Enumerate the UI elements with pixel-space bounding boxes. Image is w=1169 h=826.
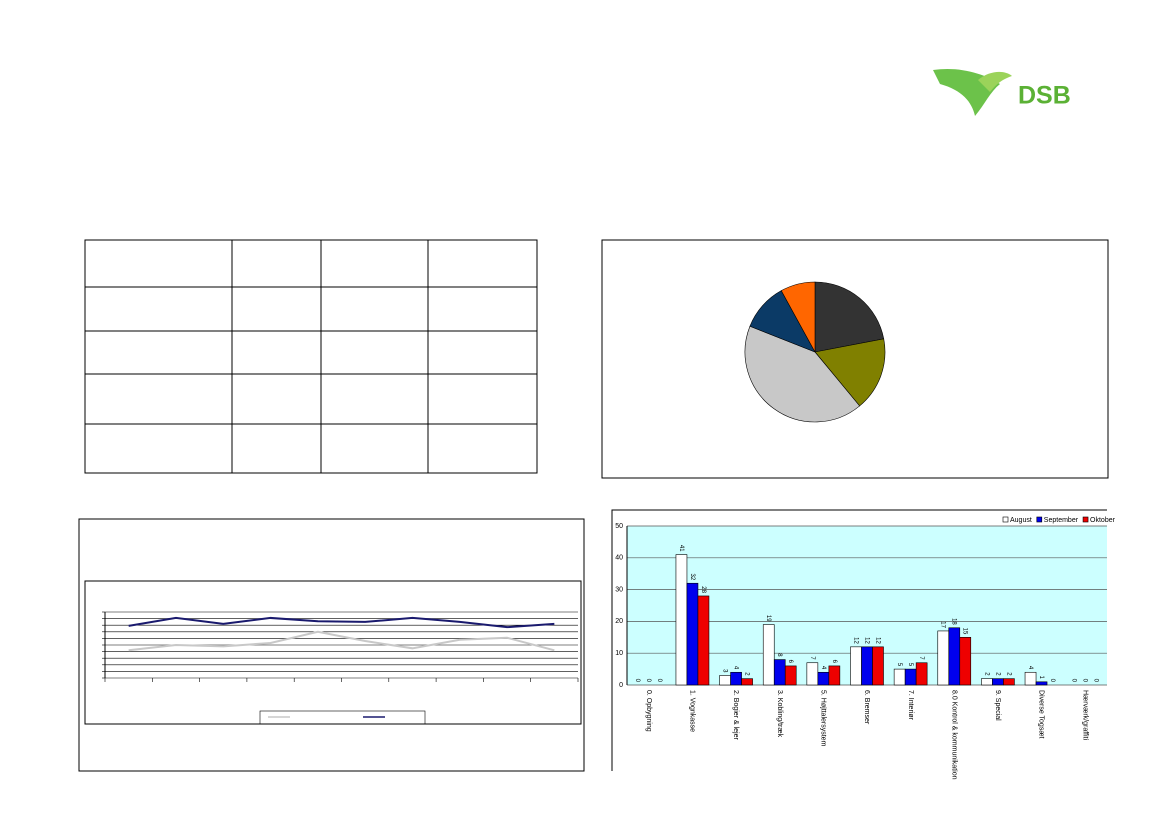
- legend-label: Oktober: [1090, 517, 1116, 524]
- bar-value-label: 1: [1038, 675, 1044, 679]
- bar-value-label: 0: [656, 679, 662, 683]
- y-tick-label: 40: [615, 555, 623, 562]
- bar: [904, 668, 917, 686]
- bar-frame: [611, 509, 1107, 771]
- bar-value-label: 7: [918, 656, 924, 660]
- legend-box: [259, 710, 426, 725]
- bar-value-label: 5: [907, 663, 913, 667]
- bar-value-label: 28: [700, 586, 706, 593]
- bar: [817, 671, 830, 686]
- y-tick-label: 30: [615, 586, 623, 593]
- bar-value-label: 4: [733, 666, 739, 670]
- y-tick-label: 10: [615, 650, 623, 657]
- bar: [675, 554, 688, 686]
- bar-value-label: 19: [765, 615, 771, 622]
- y-tick-label: 20: [615, 618, 623, 625]
- x-tick-label: Diverse Togsæt: [1038, 690, 1045, 739]
- line-series: [128, 630, 555, 652]
- bar-value-label: 2: [1005, 672, 1011, 676]
- legend-swatch: [1002, 516, 1009, 523]
- bar-value-label: 41: [678, 545, 684, 552]
- pie-slice: [780, 281, 816, 353]
- bar: [1035, 681, 1048, 686]
- bar-value-label: 15: [962, 628, 968, 635]
- bar-value-label: 2: [994, 672, 1000, 676]
- bar-value-label: 12: [874, 637, 880, 644]
- bar-value-label: 5: [896, 663, 902, 667]
- bar-value-label: 0: [1049, 679, 1055, 683]
- bar-value-label: 0: [1071, 679, 1077, 683]
- line-series: [128, 616, 555, 629]
- x-tick-label: 6. Bremser: [863, 690, 870, 725]
- logo-text: DSB: [1018, 82, 1071, 110]
- bar-value-label: 4: [1027, 666, 1033, 670]
- bar-value-label: 0: [1082, 679, 1088, 683]
- pie-slice: [744, 325, 861, 423]
- x-tick-label: 2. Bogier & lejer: [732, 690, 739, 740]
- bar-value-label: 4: [820, 666, 826, 670]
- bar: [893, 668, 906, 686]
- line-inner-frame: [84, 580, 582, 725]
- pie-frame: [601, 239, 1109, 479]
- bar-value-label: 32: [689, 574, 695, 581]
- x-tick-label: 7. Interiør: [907, 690, 914, 721]
- bar: [959, 636, 972, 686]
- bar-value-label: 0: [1093, 679, 1099, 683]
- bar: [730, 671, 742, 686]
- empty-table: [84, 239, 538, 474]
- line-frame: [78, 518, 585, 772]
- bar-value-label: 0: [645, 679, 651, 683]
- bar-value-label: 2: [983, 672, 989, 676]
- bar: [762, 624, 775, 686]
- bar-value-label: 7: [809, 656, 815, 660]
- x-tick-label: 5. Højttalersystem: [820, 690, 827, 747]
- pie-slice: [814, 338, 886, 407]
- bar: [784, 665, 797, 686]
- bar: [1024, 671, 1037, 686]
- bar: [1003, 678, 1015, 686]
- bar-value-label: 18: [951, 618, 957, 625]
- bar: [937, 630, 950, 686]
- bar-value-label: 17: [940, 621, 946, 628]
- bar: [773, 659, 786, 686]
- x-tick-label: 8.0 Kontrol & kommunikation: [950, 690, 957, 780]
- x-tick-label: 1. Vognkasse: [689, 690, 696, 732]
- x-tick-label: 9. Special: [994, 690, 1001, 721]
- bar-value-label: 0: [634, 679, 640, 683]
- legend-swatch: [1036, 516, 1043, 523]
- bar-value-label: 12: [852, 637, 858, 644]
- legend-label: September: [1044, 517, 1079, 524]
- bar: [686, 582, 699, 686]
- bar: [915, 662, 928, 686]
- bar: [741, 678, 753, 686]
- bar: [981, 678, 993, 686]
- bar: [806, 662, 819, 686]
- legend-swatch: [1082, 516, 1089, 523]
- bar-value-label: 8: [776, 653, 782, 657]
- bar: [719, 675, 731, 686]
- bar: [948, 627, 961, 686]
- bar: [828, 665, 841, 686]
- bar: [861, 646, 873, 686]
- x-tick-label: 3. Kobling/træk: [776, 690, 783, 738]
- bar: [992, 678, 1004, 686]
- bar-value-label: 6: [831, 660, 837, 664]
- logo: DSB: [933, 68, 1071, 116]
- y-tick-label: 0: [619, 682, 623, 689]
- x-tick-label: 0. Opbygning: [645, 690, 652, 732]
- y-tick-label: 50: [615, 523, 623, 530]
- bar-value-label: 6: [787, 660, 793, 664]
- bar-value-label: 2: [744, 672, 750, 676]
- bar: [850, 646, 862, 686]
- x-tick-label: Hærværk/graffiti: [1081, 690, 1088, 740]
- bar: [697, 595, 710, 686]
- logo-swoosh-top: [978, 71, 1012, 92]
- legend-label: August: [1010, 517, 1032, 524]
- bar: [872, 646, 884, 686]
- bar-value-label: 12: [863, 637, 869, 644]
- pie-slice: [814, 281, 885, 353]
- bar-value-label: 3: [722, 669, 728, 673]
